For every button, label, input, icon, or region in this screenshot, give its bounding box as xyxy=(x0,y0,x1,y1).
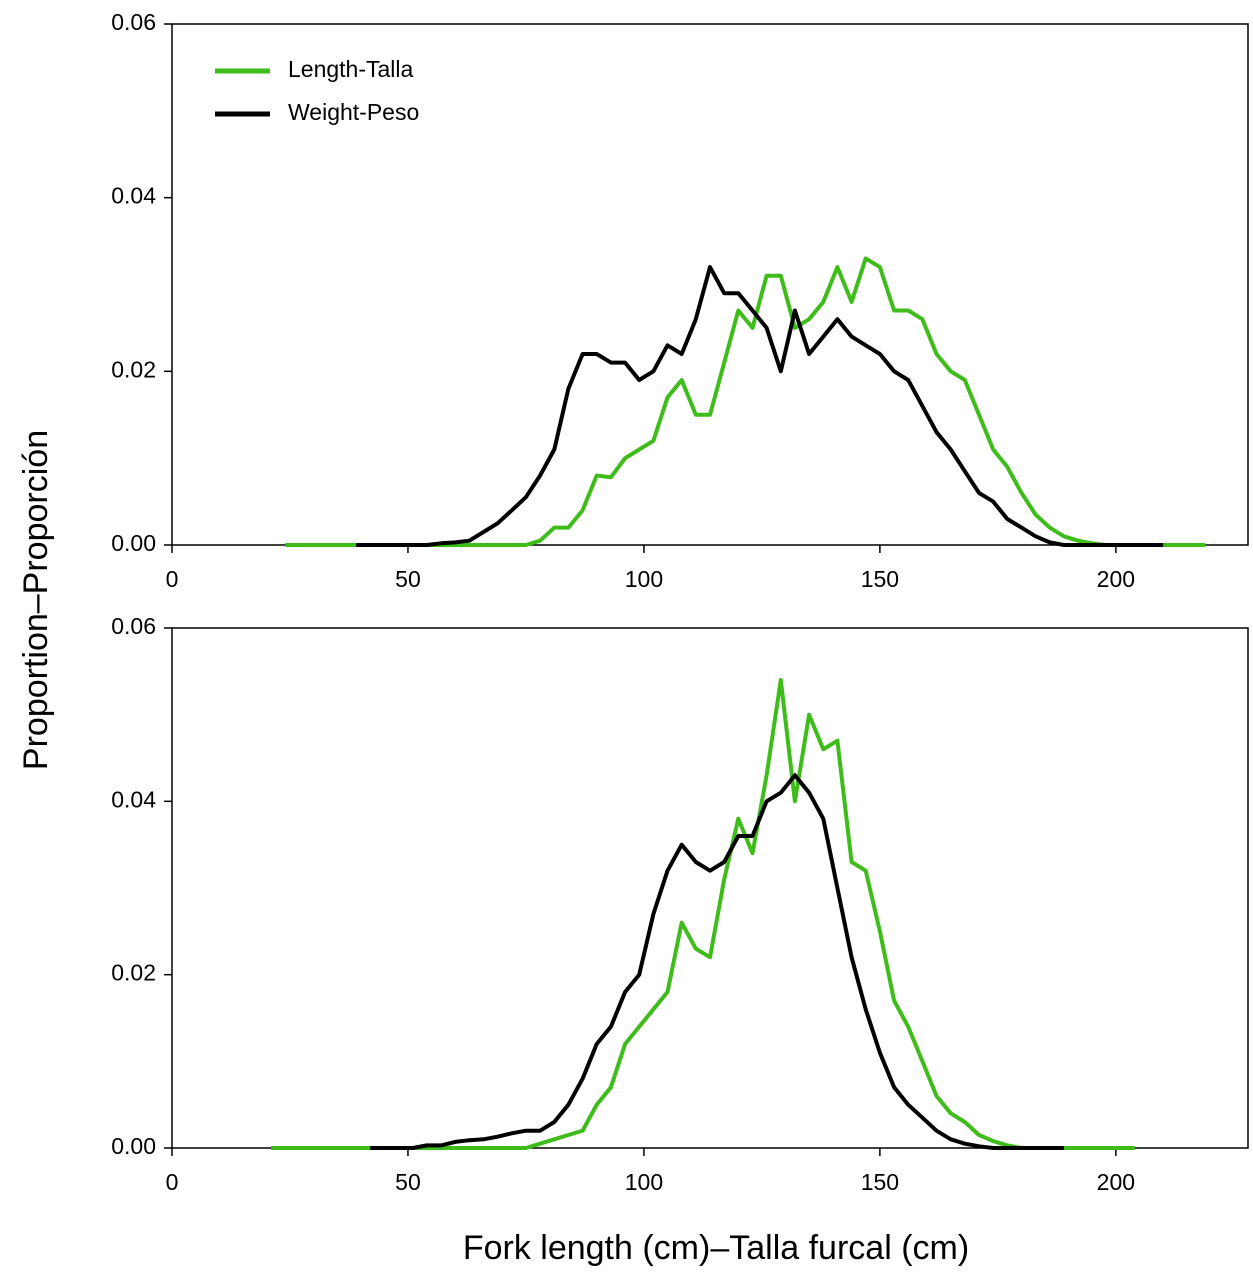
x-tick-label: 150 xyxy=(861,566,899,592)
x-tick-label: 50 xyxy=(395,1169,421,1195)
series-line xyxy=(271,678,1135,1150)
plot-frame xyxy=(171,23,1249,546)
y-axis-label: Proportion–Proporción xyxy=(17,430,55,770)
y-tick-label: 0.04 xyxy=(111,183,156,209)
x-tick-label: 0 xyxy=(166,1169,179,1195)
x-axis-label: Fork length (cm)–Talla furcal (cm) xyxy=(463,1229,969,1267)
x-tick-label: 200 xyxy=(1097,1169,1135,1195)
plot-frame xyxy=(171,627,1249,1149)
x-tick-label: 0 xyxy=(166,566,179,592)
y-tick-label: 0.00 xyxy=(111,1133,156,1159)
series-line xyxy=(356,265,1164,547)
y-tick-label: 0.06 xyxy=(111,613,156,639)
legend-label: Weight-Peso xyxy=(288,99,419,125)
legend-label: Length-Talla xyxy=(288,56,414,82)
x-tick-label: 100 xyxy=(625,566,663,592)
x-tick-label: 200 xyxy=(1097,566,1135,592)
y-tick-label: 0.06 xyxy=(111,9,156,35)
series-line xyxy=(370,773,1064,1150)
y-tick-label: 0.02 xyxy=(111,356,156,382)
x-tick-label: 50 xyxy=(395,566,421,592)
y-tick-label: 0.02 xyxy=(111,960,156,986)
y-tick-label: 0.00 xyxy=(111,530,156,556)
y-tick-label: 0.04 xyxy=(111,786,156,812)
x-tick-label: 150 xyxy=(861,1169,899,1195)
x-tick-label: 100 xyxy=(625,1169,663,1195)
